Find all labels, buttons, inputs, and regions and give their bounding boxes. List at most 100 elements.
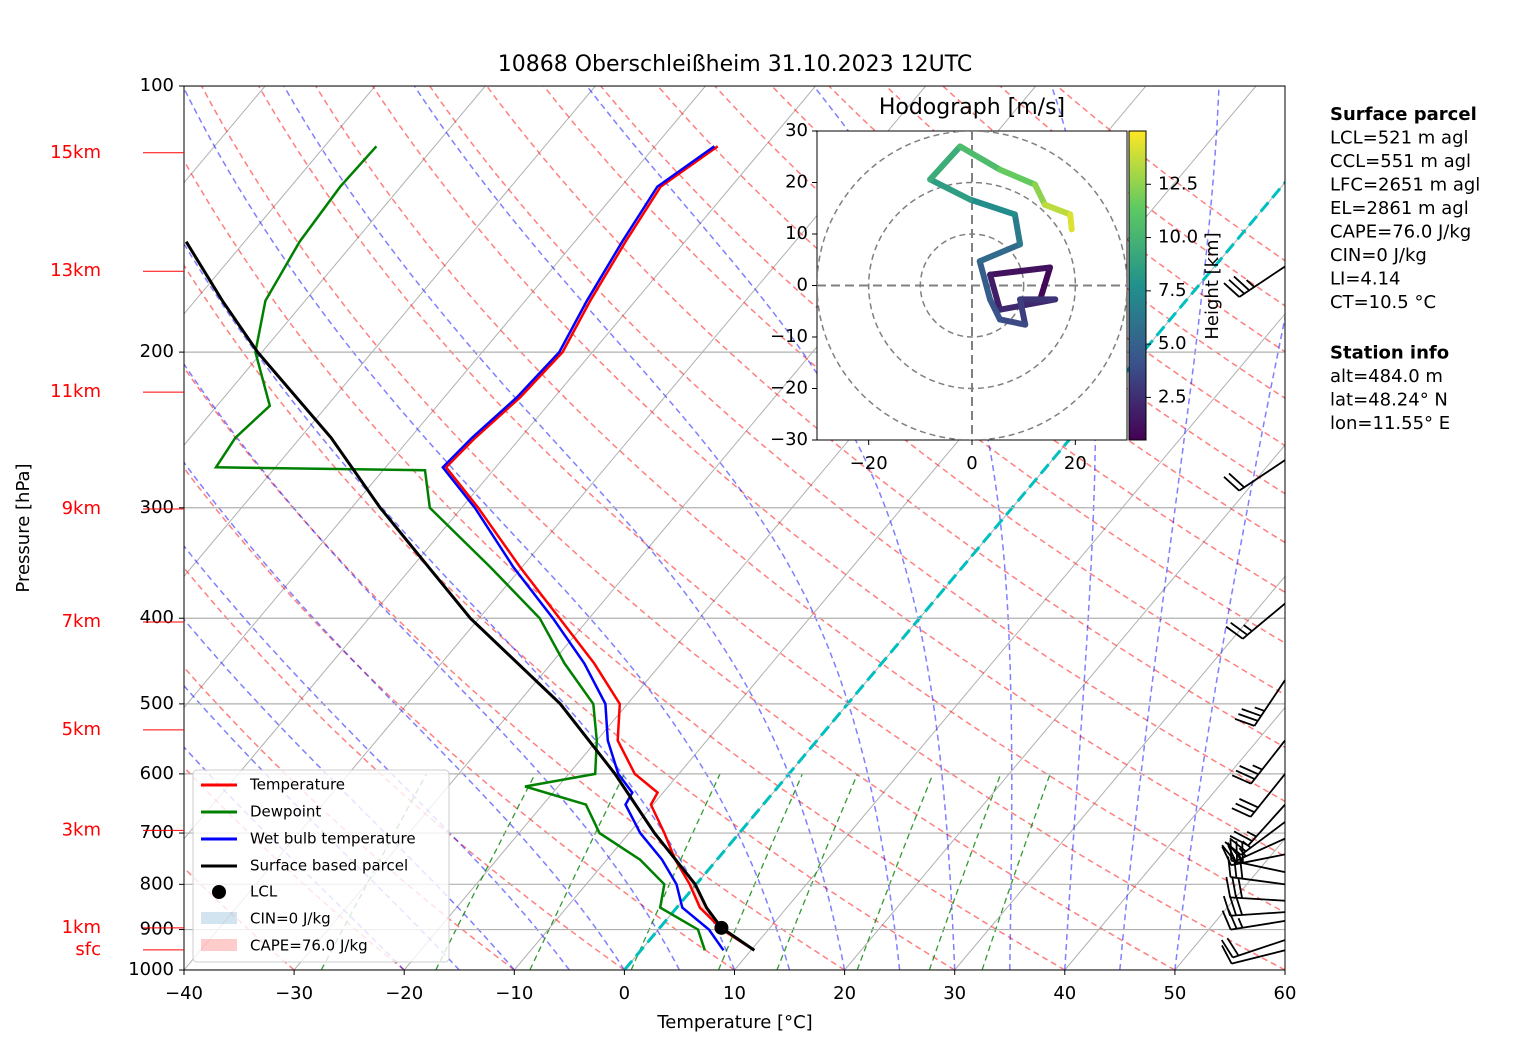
wind-barb	[1227, 856, 1286, 886]
info-line: lat=48.24° N	[1330, 390, 1448, 411]
hodograph-title: Hodograph [m/s]	[879, 95, 1065, 120]
x-tick-label: −20	[850, 453, 888, 474]
legend-label: LCL	[250, 883, 278, 901]
moist-adiabat	[413, 86, 901, 970]
height-tick-label: 1km	[62, 917, 101, 938]
hodograph-segment	[987, 271, 1003, 313]
wind-barb	[1225, 602, 1286, 640]
moist-adiabat	[184, 618, 515, 970]
mixing-ratio-line	[928, 773, 1002, 970]
hodograph: Hodograph [m/s] Height [km] −20 0 20 −30 −20…	[770, 95, 1223, 474]
mixing-ratio-line	[717, 773, 803, 970]
info-line: CAPE=76.0 J/kg	[1330, 222, 1471, 243]
dry-adiabat	[184, 466, 735, 970]
y-tick-label: −10	[770, 326, 808, 347]
wind-barb	[1231, 739, 1286, 785]
info-line: CIN=0 J/kg	[1330, 245, 1427, 266]
info-line: lon=11.55° E	[1330, 413, 1450, 434]
x-tick-label: 10	[723, 983, 746, 1004]
hodograph-segment	[987, 264, 1054, 278]
x-tick-label: −20	[385, 983, 423, 1004]
wind-barb	[1221, 837, 1286, 863]
colorbar-tick-label: 7.5	[1158, 280, 1187, 301]
x-tick-label: −40	[165, 983, 203, 1004]
wind-barb	[1224, 821, 1286, 856]
dry-adiabat	[184, 566, 625, 970]
legend-box	[192, 769, 450, 963]
height-tick-label: 7km	[62, 611, 101, 632]
height-tick-label: 13km	[50, 260, 101, 281]
colorbar-tick-label: 5.0	[1158, 333, 1187, 354]
legend-swatch	[201, 939, 237, 951]
legend-label: CIN=0 J/kg	[250, 910, 331, 928]
hodograph-segment	[996, 316, 1029, 328]
hodograph-segment	[996, 166, 1039, 188]
moist-adiabat	[1174, 314, 1285, 970]
wind-barb	[1221, 945, 1286, 965]
x-tick-label: 50	[1163, 983, 1186, 1004]
info-line: CT=10.5 °C	[1330, 292, 1436, 313]
wind-barbs	[1220, 265, 1286, 965]
dry-adiabat	[771, 86, 1285, 495]
zero-isotherm	[623, 180, 1285, 970]
moist-adiabat	[283, 86, 846, 970]
y-tick-label: 1000	[128, 959, 174, 980]
moist-adiabat	[184, 86, 791, 970]
profile-line	[184, 240, 756, 952]
hodograph-segment	[927, 143, 964, 183]
colorbar	[1128, 130, 1147, 441]
legend-label: CAPE=76.0 J/kg	[250, 937, 368, 955]
colorbar-tick-label: 10.0	[1158, 227, 1198, 248]
y-tick-label: 800	[140, 873, 174, 894]
info-line: LCL=521 m agl	[1330, 128, 1469, 149]
hodograph-segment	[927, 176, 973, 203]
wind-barb	[1222, 895, 1286, 917]
hodograph-segment	[957, 143, 1003, 173]
height-tick-label: 5km	[62, 719, 101, 740]
x-tick-label: 20	[833, 983, 856, 1004]
legend-label: Surface based parcel	[250, 857, 408, 875]
dry-adiabat	[314, 86, 1285, 914]
isotherm	[184, 86, 706, 709]
y-axis-label: Pressure [hPa]	[13, 463, 34, 592]
y-tick-label: 400	[140, 607, 174, 628]
info-line: LI=4.14	[1330, 269, 1401, 290]
dry-adiabat	[200, 86, 1176, 970]
x-tick-label: 60	[1274, 983, 1297, 1004]
dry-adiabat	[184, 159, 1066, 970]
colorbar-label: Height [km]	[1202, 232, 1223, 339]
height-tick-label: 3km	[62, 819, 101, 840]
isotherm	[1064, 706, 1285, 970]
wind-barb	[1229, 804, 1286, 847]
hodograph-segment	[1011, 211, 1024, 248]
plot-area	[184, 145, 756, 952]
y-tick-label: 500	[140, 693, 174, 714]
dry-adiabat	[257, 86, 1285, 970]
info-line: CCL=551 m agl	[1330, 151, 1471, 172]
height-tick-label: 15km	[50, 142, 101, 163]
dry-adiabat	[429, 86, 1285, 803]
y-tick-label: −30	[770, 429, 808, 450]
hodograph-segment	[1041, 201, 1074, 218]
legend-label: Dewpoint	[250, 803, 321, 821]
y-tick-label: 700	[140, 822, 174, 843]
x-tick-label: −30	[275, 983, 313, 1004]
legend-items: Temperature Dewpoint Wet bulb temperature S…	[201, 776, 416, 955]
wind-barb	[1225, 876, 1286, 902]
wind-barb	[1231, 773, 1286, 818]
wind-barb	[1221, 909, 1286, 931]
y-tick-label: 300	[140, 497, 174, 518]
y-tick-label: 200	[140, 341, 174, 362]
wind-barb	[1220, 937, 1286, 959]
info-line: LFC=2651 m agl	[1330, 175, 1480, 196]
wind-barb	[1223, 265, 1286, 298]
hodograph-segment	[987, 296, 1003, 323]
moist-adiabat	[184, 461, 626, 970]
hodograph-segment	[966, 196, 1018, 218]
moist-adiabat	[184, 544, 570, 970]
y-tick-label: 600	[140, 763, 174, 784]
height-tick-label: 9km	[62, 498, 101, 519]
height-tick-label: sfc	[75, 939, 101, 960]
